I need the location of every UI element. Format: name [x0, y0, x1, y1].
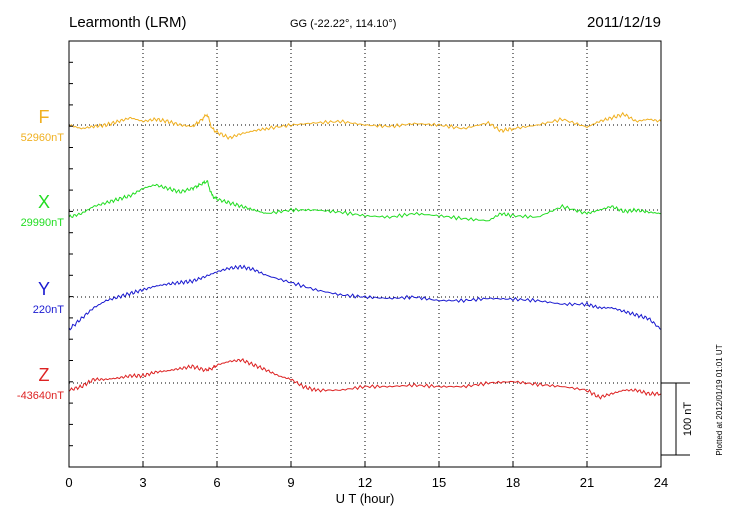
scale-bar-label: 100 nT [682, 402, 694, 437]
series-name-F: F [39, 107, 50, 127]
series-line-F [68, 111, 662, 140]
x-tick-label-0: 0 [65, 475, 72, 490]
coordinates-label: GG (-22.22°, 114.10°) [290, 18, 396, 30]
series-line-Z [68, 358, 662, 400]
date-label: 2011/12/19 [587, 14, 661, 31]
x-tick-label-3: 3 [139, 475, 146, 490]
x-tick-label-21: 21 [580, 475, 594, 490]
series-lines [68, 111, 662, 400]
series-name-Z: Z [39, 365, 50, 385]
plotted-at-note: Plotted at 2012/01/19 01:01 UT [715, 344, 724, 455]
x-tick-label-24: 24 [654, 475, 668, 490]
x-tick-label-6: 6 [213, 475, 220, 490]
series-baseline-F: 52960nT [21, 132, 65, 144]
x-tick-label-18: 18 [506, 475, 520, 490]
x-tick-label-12: 12 [358, 475, 372, 490]
series-labels: F 52960nT X 29990nT Y 220nT Z -43640nT [17, 107, 64, 402]
series-baseline-Y: 220nT [33, 304, 64, 316]
x-axis-ticks: 0 3 6 9 12 15 18 21 24 [65, 41, 668, 490]
x-axis-label: U T (hour) [336, 491, 395, 506]
series-baseline-X: 29990nT [21, 217, 65, 229]
series-name-Y: Y [38, 279, 50, 299]
scale-bar: 100 nT [661, 382, 694, 456]
series-line-X [68, 179, 661, 222]
station-title: Learmonth (LRM) [69, 14, 187, 31]
series-baseline-Z: -43640nT [17, 390, 64, 402]
x-tick-label-15: 15 [432, 475, 446, 490]
series-name-X: X [38, 192, 50, 212]
series-line-Y [68, 264, 662, 331]
grid-lines [69, 41, 661, 467]
x-tick-label-9: 9 [287, 475, 294, 490]
